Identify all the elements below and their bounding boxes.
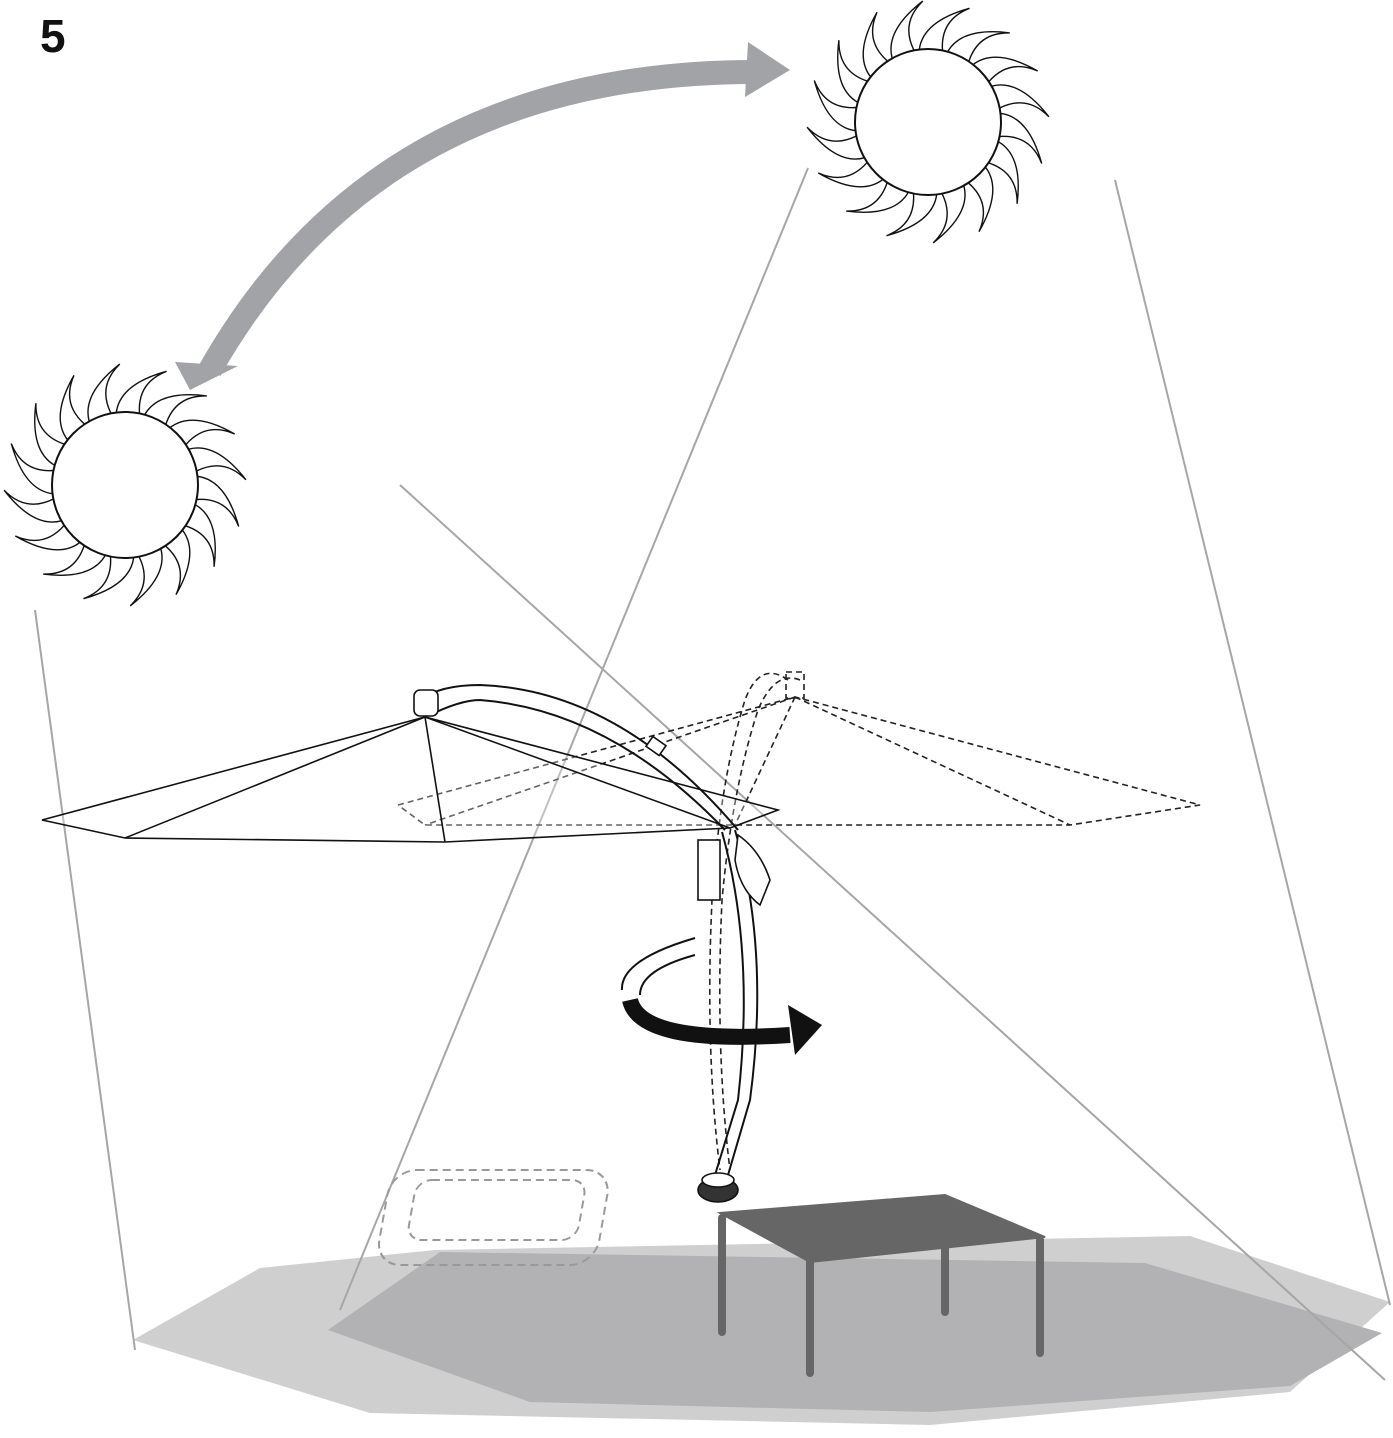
sun-disc — [855, 49, 1001, 195]
sun — [4, 364, 246, 606]
illustration: 5 — [0, 0, 1393, 1438]
sun-move-arrow — [175, 42, 790, 390]
sun-disc — [52, 412, 198, 558]
umbrella — [42, 685, 778, 1202]
rotate-arrow — [622, 938, 822, 1055]
step-number: 5 — [40, 10, 66, 62]
sun — [807, 1, 1049, 243]
